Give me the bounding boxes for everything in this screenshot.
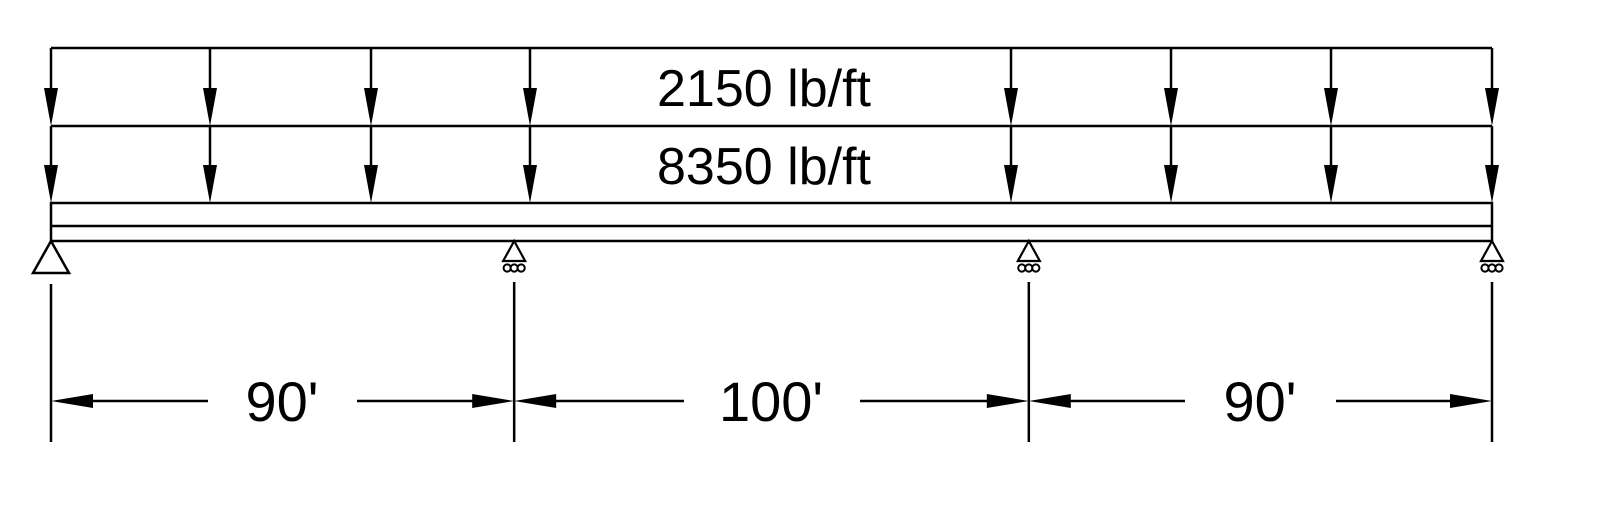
roller-support-icon (501, 238, 528, 273)
beam (49, 201, 1494, 243)
load-arrows (44, 48, 1499, 203)
span-2-label: 100' (719, 370, 823, 433)
lower-load-arrow (203, 126, 217, 203)
span-3-label: 90' (1224, 370, 1297, 433)
lower-load-arrow (44, 126, 58, 203)
upper-load-label: 2150 lb/ft (657, 60, 871, 118)
upper-load-arrow (203, 48, 217, 126)
upper-load-arrow (1004, 48, 1018, 126)
lower-load-arrow (364, 126, 378, 203)
lower-load-arrow (523, 126, 537, 203)
upper-load-arrow (1164, 48, 1178, 126)
upper-load-arrow (44, 48, 58, 126)
lower-load-arrow (1485, 126, 1499, 203)
roller-support-icon (1015, 238, 1042, 273)
span-2-dimension (514, 394, 1029, 408)
upper-load-arrow (523, 48, 537, 126)
span-3-dimension (1028, 394, 1492, 408)
diagram-lines (49, 46, 1494, 243)
lower-load-arrow (1004, 126, 1018, 203)
lower-load-arrow (1324, 126, 1338, 203)
lower-load-arrow (1164, 126, 1178, 203)
span-1-label: 90' (246, 370, 319, 433)
supports (30, 238, 1505, 275)
span-1-dimension (51, 394, 515, 408)
pin-support-icon (30, 238, 72, 275)
dimension-lines (49, 282, 1494, 442)
upper-load-arrow (1324, 48, 1338, 126)
lower-load-label: 8350 lb/ft (657, 138, 871, 196)
upper-load-arrow (1485, 48, 1499, 126)
roller-support-icon (1479, 238, 1505, 273)
upper-load-arrow (364, 48, 378, 126)
